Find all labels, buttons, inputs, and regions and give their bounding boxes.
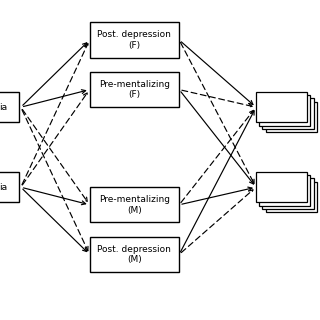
FancyBboxPatch shape — [259, 95, 310, 125]
FancyBboxPatch shape — [262, 179, 314, 209]
Text: Post. depression
(M): Post. depression (M) — [98, 245, 171, 264]
FancyBboxPatch shape — [266, 101, 317, 132]
FancyBboxPatch shape — [259, 175, 310, 206]
FancyBboxPatch shape — [256, 92, 307, 122]
Text: ia: ia — [0, 183, 7, 192]
Text: Post. depression
(F): Post. depression (F) — [98, 30, 171, 50]
FancyBboxPatch shape — [90, 187, 179, 222]
FancyBboxPatch shape — [0, 92, 19, 122]
Text: Pre-mentalizing
(M): Pre-mentalizing (M) — [99, 195, 170, 214]
FancyBboxPatch shape — [256, 172, 307, 203]
FancyBboxPatch shape — [90, 72, 179, 107]
FancyBboxPatch shape — [0, 172, 19, 203]
Text: Pre-mentalizing
(F): Pre-mentalizing (F) — [99, 80, 170, 99]
FancyBboxPatch shape — [90, 237, 179, 272]
FancyBboxPatch shape — [262, 99, 314, 129]
FancyBboxPatch shape — [266, 181, 317, 212]
Text: ia: ia — [0, 103, 7, 112]
FancyBboxPatch shape — [90, 22, 179, 58]
